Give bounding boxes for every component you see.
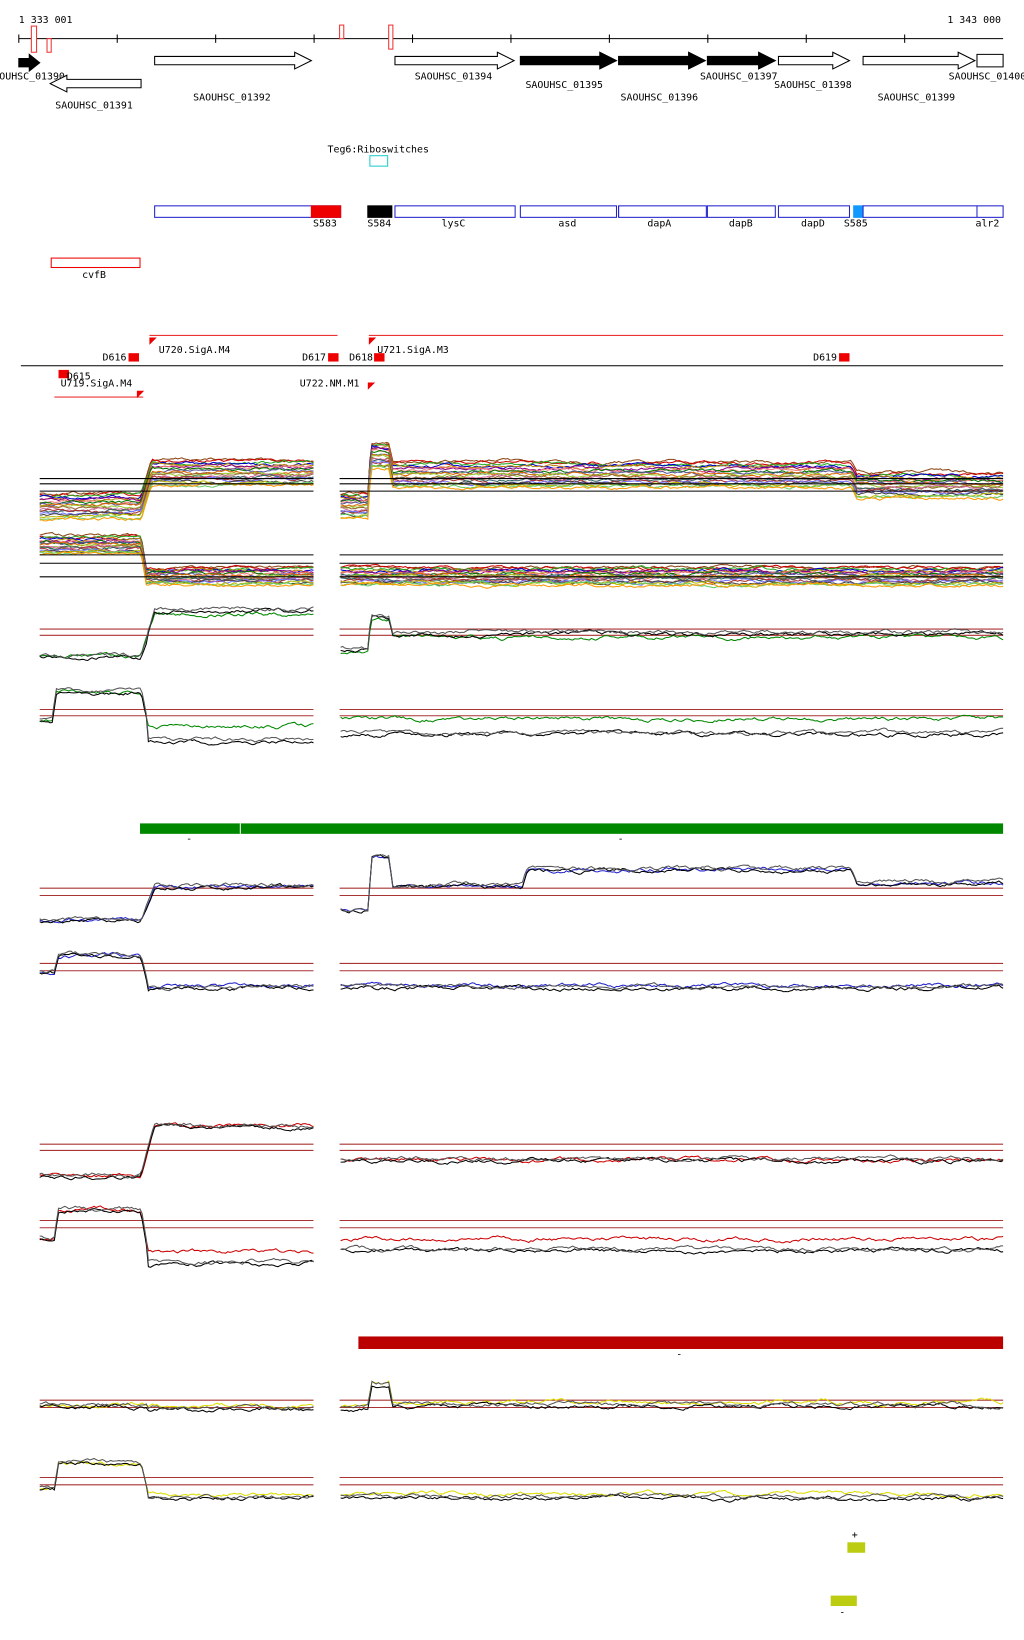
segment-label: U722.NM.M1 — [300, 379, 360, 390]
feature-label: alr2 — [975, 219, 999, 230]
riboswitch-label: Teg6:Riboswitches — [328, 145, 429, 156]
segment-label: D617 — [302, 352, 326, 363]
coverage-trace — [39, 950, 1004, 992]
coverage-trace — [39, 687, 1004, 743]
coverage-trace — [39, 952, 1004, 993]
feature-label: asd — [558, 219, 576, 230]
ruler-label: 1 343 000 — [947, 15, 1001, 26]
gene-arrow — [777, 51, 851, 70]
coverage-trace — [39, 1205, 1004, 1254]
gene-label: SAOUHSC_01399 — [878, 92, 956, 103]
operon-label: cvfB — [82, 270, 106, 281]
coverage-trace — [39, 1380, 1004, 1411]
gene-arrow — [48, 74, 142, 93]
gene-arrow — [618, 51, 707, 70]
coverage-trace — [39, 1460, 1004, 1500]
segment-label: D615 — [67, 371, 91, 382]
gene-arrow — [18, 53, 41, 73]
segment-label: D619 — [813, 352, 837, 363]
coverage-trace — [39, 854, 1004, 924]
strand-label: - — [839, 1607, 845, 1618]
coverage-trace — [39, 458, 1004, 515]
feature — [862, 205, 1004, 218]
feature — [519, 205, 618, 218]
coverage-trace — [39, 551, 1004, 589]
region-bar — [140, 823, 1004, 834]
feature — [618, 205, 707, 218]
feature-label: S583 — [313, 219, 337, 230]
segment-block — [839, 353, 850, 362]
gene-label: SAOUHSC_01391 — [55, 101, 133, 112]
gene-label: SAOUHSC_01390 — [0, 71, 65, 82]
segment-label: D616 — [103, 352, 127, 363]
gene-arrow — [154, 51, 313, 70]
ruler-marker — [388, 24, 394, 50]
strand-label: - — [618, 834, 624, 845]
gene-arrow — [862, 51, 977, 70]
segment-block — [328, 353, 339, 362]
gene-label: SAOUHSC_01396 — [621, 92, 699, 103]
gene-arrow — [706, 51, 777, 70]
gene-arrow — [519, 51, 618, 70]
feature-label: dapA — [647, 219, 671, 230]
feature — [367, 205, 393, 218]
gene-label: SAOUHSC_01398 — [774, 80, 852, 91]
feature-part — [310, 205, 342, 218]
ruler-marker — [339, 24, 345, 40]
feature — [853, 205, 864, 218]
riboswitch — [369, 155, 389, 167]
feature — [394, 205, 516, 218]
feature-label: dapB — [729, 219, 753, 230]
strand-label: + — [852, 1530, 858, 1541]
segment-label: U720.SigA.M4 — [159, 345, 231, 356]
feature-label: dapD — [801, 219, 825, 230]
feature — [777, 205, 851, 218]
coverage-trace — [39, 1122, 1004, 1179]
gene-arrow — [976, 53, 1004, 68]
feature — [706, 205, 776, 218]
segment-block — [58, 369, 69, 379]
feature-block — [847, 1542, 866, 1553]
coverage-trace — [39, 606, 1004, 660]
gene-label: SAOUHSC_01394 — [415, 71, 493, 82]
region-bar — [358, 1336, 1004, 1349]
feature-label: S585 — [844, 219, 868, 230]
ruler-label: 1 333 001 — [19, 15, 73, 26]
gene-label: SAOUHSC_01395 — [525, 80, 603, 91]
strand-label: - — [676, 1349, 682, 1360]
coverage-trace — [39, 467, 1004, 522]
segment-flag — [368, 337, 377, 345]
feature-label: S584 — [367, 219, 391, 230]
feature-label: lysC — [442, 219, 466, 230]
segment-label: U721.SigA.M3 — [377, 345, 449, 356]
coverage-trace — [39, 854, 1004, 922]
ruler-marker — [30, 25, 38, 53]
coverage-trace — [39, 1457, 1004, 1501]
coverage-trace — [39, 1385, 1004, 1413]
ruler-marker — [46, 38, 52, 53]
operon — [50, 257, 141, 269]
coverage-trace — [39, 1205, 1004, 1266]
feature-block — [830, 1595, 857, 1607]
segment-label: D618 — [349, 352, 373, 363]
segment-block — [374, 353, 385, 362]
strand-label: - — [186, 834, 192, 845]
segment-flag — [149, 337, 157, 345]
gene-label: SAOUHSC_01392 — [193, 92, 271, 103]
coverage-trace — [39, 691, 1004, 746]
segment-label: U719.SigA.M4 — [61, 379, 133, 390]
gene-label: SAOUHSC_01397 — [700, 71, 778, 82]
coverage-trace — [39, 607, 1004, 662]
segment-block — [128, 353, 139, 362]
gene-arrow — [394, 51, 516, 70]
gene-label: SAOUHSC_01400 — [949, 71, 1024, 82]
coverage-trace — [39, 443, 1004, 499]
coverage-trace — [39, 1208, 1004, 1268]
coverage-trace — [39, 449, 1004, 505]
